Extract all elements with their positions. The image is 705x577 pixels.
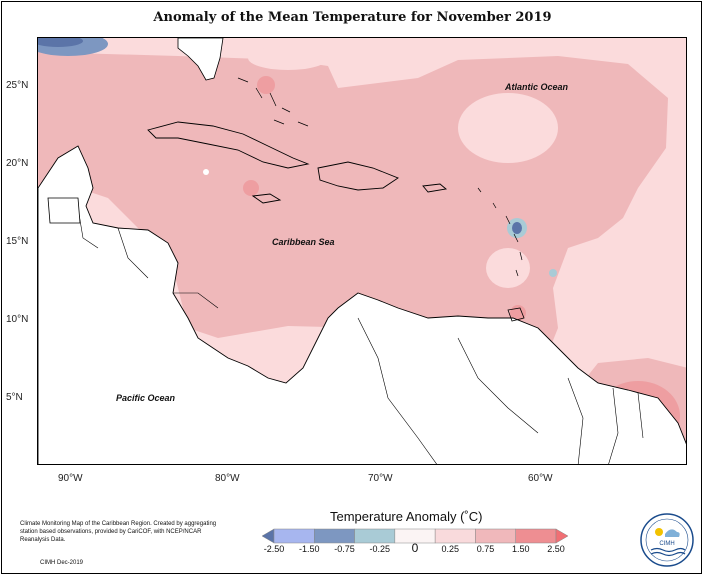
land-florida	[177, 38, 224, 81]
colorbar-tick-label: -0.75	[334, 544, 355, 554]
land-cuba	[147, 121, 310, 169]
cool-spot-barbados	[549, 269, 557, 277]
lat-label-5n: 5°N	[6, 392, 23, 403]
pale-patch-atlantic	[458, 93, 558, 163]
lon-label-60w: 60°W	[528, 473, 553, 484]
lat-label-25n: 25°N	[6, 80, 29, 91]
footnote-text: Climate Monitoring Map of the Caribbean …	[20, 521, 217, 543]
anomaly-map	[38, 38, 686, 464]
colorbar-tick-label: -2.50	[263, 544, 285, 554]
pale-patch-north	[248, 46, 328, 70]
colorbar-arrow-high	[555, 528, 568, 544]
colorbar-tick-label: -1.50	[298, 544, 320, 554]
land-yucatan	[47, 197, 81, 224]
colorbar-cell	[273, 528, 315, 544]
lat-label-15n: 15°N	[6, 236, 29, 247]
region-label-caribbean: Caribbean Sea	[272, 237, 335, 247]
lon-label-70w: 70°W	[368, 473, 393, 484]
region-label-atlantic: Atlantic Ocean	[505, 82, 569, 92]
colorbar-tick-label: 0.75	[476, 544, 495, 554]
colorbar-tick-label: -0.25	[369, 544, 391, 554]
lat-label-10n: 10°N	[6, 314, 29, 325]
footnote-credit: CIMH Dec-2019	[40, 560, 84, 566]
logo-text: CIMH	[659, 541, 674, 547]
land-central-america	[38, 145, 686, 464]
land-jamaica	[251, 193, 282, 204]
cool-spot-gulf-core	[38, 38, 83, 47]
land-trinidad	[507, 307, 525, 322]
cool-spot-core	[512, 222, 522, 234]
map-panel	[37, 37, 687, 465]
colorbar-cell	[434, 528, 476, 544]
lat-label-20n: 20°N	[6, 158, 29, 169]
land-lesser-antilles	[477, 187, 523, 277]
cimh-logo: CIMH	[640, 513, 694, 567]
land-bahamas	[237, 77, 309, 127]
lon-label-90w: 90°W	[58, 473, 83, 484]
colorbar-arrow-low	[262, 528, 275, 544]
lon-label-80w: 80°W	[215, 473, 240, 484]
colorbar-tick-label: 1.50	[511, 544, 530, 554]
colorbar-title: Temperature Anomaly (˚C)	[330, 509, 483, 524]
map-title: Anomaly of the Mean Temperature for Nove…	[153, 10, 552, 25]
colorbar-cells	[262, 528, 568, 544]
land-puerto-rico	[422, 183, 448, 193]
land-hispaniola	[317, 161, 399, 191]
colorbar	[262, 528, 568, 544]
colorbar-cell	[515, 528, 557, 544]
colorbar-tick-label: 0.25	[441, 544, 460, 554]
cool-spot-cayman	[203, 169, 209, 175]
colorbar-cell	[354, 528, 396, 544]
colorbar-tick-label: 0	[411, 541, 419, 555]
pale-patch-islands	[486, 248, 530, 288]
borders-south-america	[77, 207, 644, 464]
colorbar-cell	[475, 528, 516, 544]
hot-spot-jamaica	[243, 180, 259, 196]
hot-spot-bahamas	[257, 76, 275, 94]
region-label-pacific: Pacific Ocean	[116, 393, 176, 403]
colorbar-tick-label: 2.50	[547, 544, 565, 554]
colorbar-cell	[314, 528, 355, 544]
